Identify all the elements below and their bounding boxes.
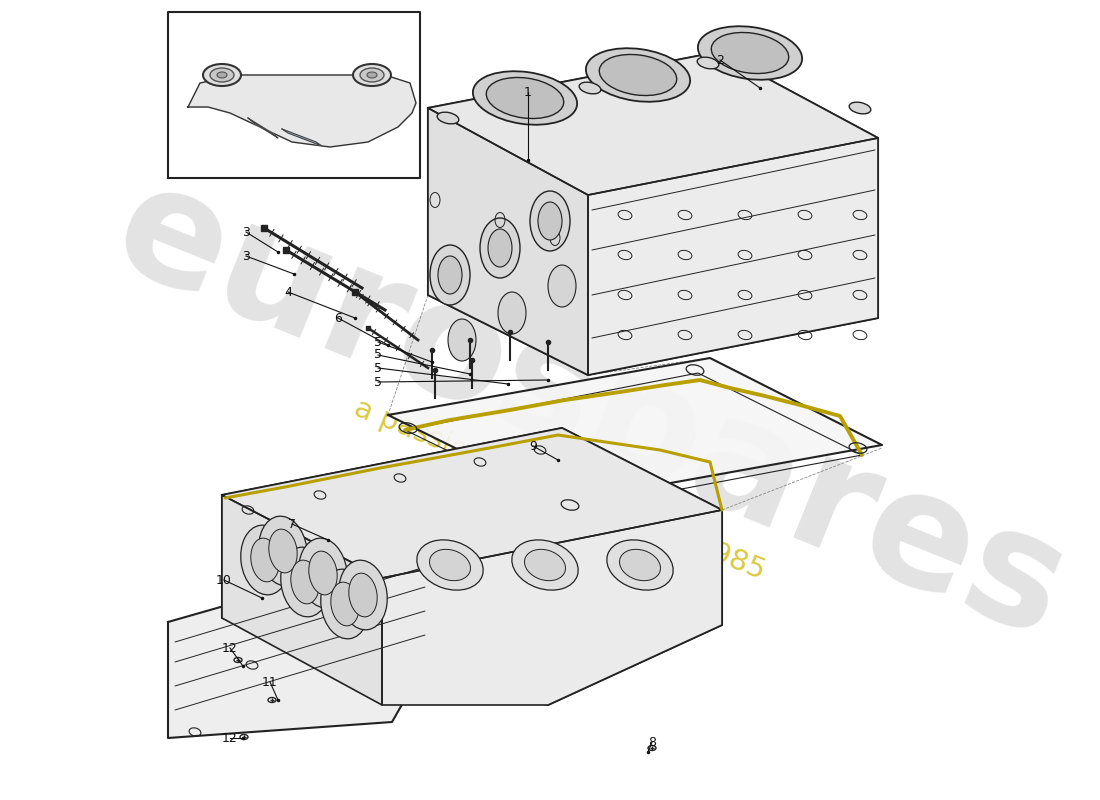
Ellipse shape	[580, 82, 601, 94]
Text: 1: 1	[524, 86, 532, 98]
Text: 10: 10	[216, 574, 232, 586]
Text: 11: 11	[262, 675, 278, 689]
Ellipse shape	[268, 529, 297, 573]
Polygon shape	[222, 428, 722, 578]
Ellipse shape	[251, 538, 279, 582]
Ellipse shape	[438, 256, 462, 294]
Ellipse shape	[530, 191, 570, 251]
Ellipse shape	[712, 33, 789, 74]
Text: 8: 8	[648, 735, 656, 749]
Ellipse shape	[234, 658, 242, 662]
Text: 12: 12	[222, 731, 238, 745]
Ellipse shape	[480, 218, 520, 278]
Ellipse shape	[849, 102, 871, 114]
Ellipse shape	[473, 71, 578, 125]
Ellipse shape	[339, 560, 387, 630]
Text: 6: 6	[334, 311, 342, 325]
Polygon shape	[382, 510, 722, 705]
Text: 2: 2	[716, 54, 724, 66]
Text: 5: 5	[374, 349, 382, 362]
Text: 5: 5	[374, 335, 382, 349]
Ellipse shape	[488, 229, 512, 267]
Text: 5: 5	[374, 375, 382, 389]
Text: 3: 3	[242, 226, 250, 238]
Polygon shape	[388, 358, 882, 502]
Ellipse shape	[548, 265, 576, 307]
Ellipse shape	[360, 68, 384, 82]
Ellipse shape	[217, 72, 227, 78]
Polygon shape	[248, 118, 278, 138]
Text: 12: 12	[222, 642, 238, 654]
Ellipse shape	[240, 734, 248, 739]
Text: a passion for parts since 1985: a passion for parts since 1985	[351, 394, 770, 586]
Ellipse shape	[512, 540, 579, 590]
Ellipse shape	[331, 582, 360, 626]
Text: 3: 3	[242, 250, 250, 262]
Ellipse shape	[600, 54, 676, 95]
Text: 7: 7	[288, 518, 296, 530]
Polygon shape	[188, 75, 416, 147]
Ellipse shape	[417, 540, 483, 590]
Ellipse shape	[268, 698, 276, 702]
Ellipse shape	[607, 540, 673, 590]
Ellipse shape	[258, 516, 307, 586]
Text: 5: 5	[374, 362, 382, 374]
Polygon shape	[282, 129, 322, 146]
Polygon shape	[168, 558, 432, 738]
Ellipse shape	[525, 550, 565, 581]
Text: 9: 9	[529, 439, 537, 453]
Ellipse shape	[448, 319, 476, 361]
Ellipse shape	[299, 538, 348, 608]
Polygon shape	[428, 108, 588, 375]
Polygon shape	[588, 138, 878, 375]
Ellipse shape	[309, 551, 338, 595]
Ellipse shape	[430, 245, 470, 305]
Ellipse shape	[437, 112, 459, 124]
Polygon shape	[428, 52, 878, 195]
Ellipse shape	[697, 57, 718, 69]
Polygon shape	[428, 52, 878, 375]
Polygon shape	[222, 495, 382, 705]
Ellipse shape	[321, 569, 370, 639]
Text: eurospares: eurospares	[92, 149, 1087, 671]
Ellipse shape	[619, 550, 660, 581]
Ellipse shape	[648, 746, 656, 750]
Ellipse shape	[353, 64, 390, 86]
Ellipse shape	[280, 547, 329, 617]
Ellipse shape	[204, 64, 241, 86]
Ellipse shape	[210, 68, 234, 82]
Ellipse shape	[241, 525, 289, 595]
Ellipse shape	[367, 72, 377, 78]
Ellipse shape	[429, 550, 471, 581]
Ellipse shape	[697, 26, 802, 80]
Ellipse shape	[349, 573, 377, 617]
Ellipse shape	[290, 560, 319, 604]
Text: 4: 4	[284, 286, 292, 298]
Polygon shape	[222, 428, 722, 705]
Ellipse shape	[486, 78, 563, 118]
Ellipse shape	[538, 202, 562, 240]
Ellipse shape	[498, 292, 526, 334]
Ellipse shape	[586, 48, 690, 102]
